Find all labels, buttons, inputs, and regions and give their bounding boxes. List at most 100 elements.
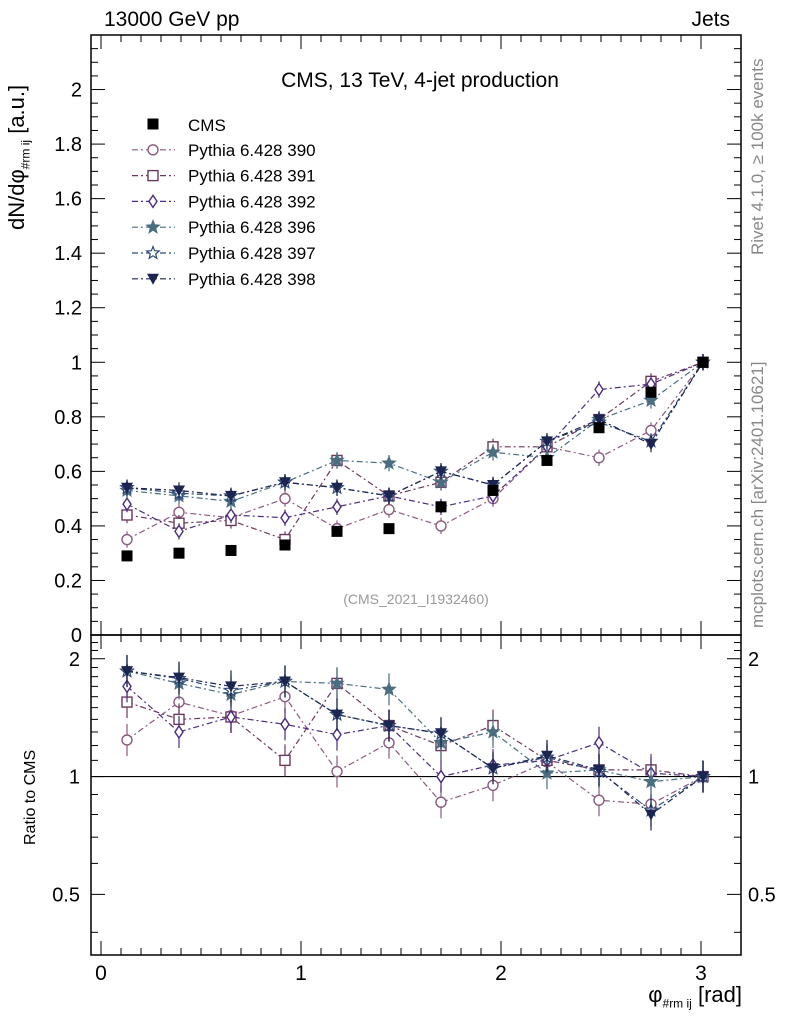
ratio-line-3 [126,670,704,783]
series-line-2 [126,361,704,533]
data-point [541,454,553,466]
y-tick-label: 1 [71,352,82,374]
series-point [594,382,604,397]
legend-marker [147,144,159,156]
legend-marker [148,194,158,209]
y-tick-label: 2 [71,80,82,102]
ratio-point [487,763,499,775]
y-tick-label: 1.2 [54,298,82,320]
category-label: Jets [691,8,730,31]
ratio-tick-label-right: 2 [748,649,759,671]
data-point [121,550,133,562]
data-point [435,501,447,513]
legend-marker [145,219,161,234]
y-tick-label: 0.2 [54,570,82,592]
data-point [173,547,185,559]
y-tick-label: 0.4 [54,516,82,538]
ratio-point [541,750,553,762]
series-point [280,510,290,525]
ratio-point [329,675,345,691]
ratio-plot-frame [90,634,742,956]
y-tick-label: 0.6 [54,461,82,483]
ratio-point [643,773,659,789]
series-point [381,455,397,470]
series-point [225,490,237,502]
series-point [122,496,132,512]
series-line-4 [126,361,704,497]
series-point [121,482,133,494]
process-label: 13000 GeV pp [104,8,240,31]
series-point [593,414,605,426]
series-point [485,444,501,459]
y-tick-label: 0.8 [54,407,82,429]
legend-label: Pythia 6.428 392 [188,192,316,211]
series-line-0 [126,361,704,541]
analysis-tag: (CMS_2021_I1932460) [343,591,489,607]
series-line-1 [126,361,704,541]
legend-label: CMS [188,116,226,135]
legend-marker [147,273,159,285]
ratio-point [332,727,342,742]
series-point [435,466,447,478]
series-point [435,520,447,532]
ratio-tick-label-right: 0.5 [748,884,776,906]
series-point [645,439,657,451]
y-tick-label: 0 [71,625,82,647]
y-tick-label: 1.8 [54,134,82,156]
ratio-point [279,676,291,688]
series-point [174,524,184,539]
series-point [331,482,343,494]
ratio-line-5 [126,670,704,816]
ratio-point [485,723,501,739]
series-point [329,452,345,468]
ratio-line-2 [126,685,704,778]
y-tick-label: 1.4 [54,243,82,265]
series-point [643,392,659,408]
ratio-line-4 [126,670,704,812]
data-point [225,544,237,556]
ratio-point [280,717,290,732]
data-point [593,422,605,434]
series-point [279,492,291,505]
series-point [593,452,605,464]
series-line-3 [126,361,704,502]
legend-marker [147,169,159,182]
data-point [487,484,499,496]
ratio-point [225,681,237,693]
legend-label: Pythia 6.428 398 [188,270,316,289]
ratio-point [645,809,657,821]
y-tick-label: 1.6 [54,189,82,211]
legend-marker [145,244,161,260]
ratio-tick-label-left: 2 [69,649,80,671]
legend-label: Pythia 6.428 390 [188,141,316,160]
legend-label: Pythia 6.428 397 [188,244,316,263]
ratio-tick-label-right: 1 [748,767,759,789]
series-point [279,477,291,489]
ratio-point [697,771,709,783]
ratio-point [435,796,447,808]
ratio-point [593,764,605,776]
ratio-point [435,728,447,740]
ratio-point [383,720,395,732]
data-point [279,539,291,551]
ratio-line-0 [126,695,704,805]
series-point [173,485,185,497]
ratio-point [331,709,343,721]
x-tick-label: 2 [495,962,507,985]
legend-label: Pythia 6.428 391 [188,167,316,186]
ratio-point [593,794,605,806]
ratio-tick-label-left: 0.5 [52,884,80,906]
ratio-line-1 [126,682,704,778]
series-point [383,490,395,502]
ratio-point [436,769,446,784]
series-point [433,474,449,489]
ratio-point [279,754,291,767]
data-point [383,523,395,535]
ratio-point [594,735,604,751]
legend-label: Pythia 6.428 396 [188,218,316,237]
x-tick-label: 3 [695,962,707,985]
ratio-point [173,672,185,684]
ratio-point [121,734,133,746]
series-point [383,503,395,516]
ratio-point [381,681,397,697]
